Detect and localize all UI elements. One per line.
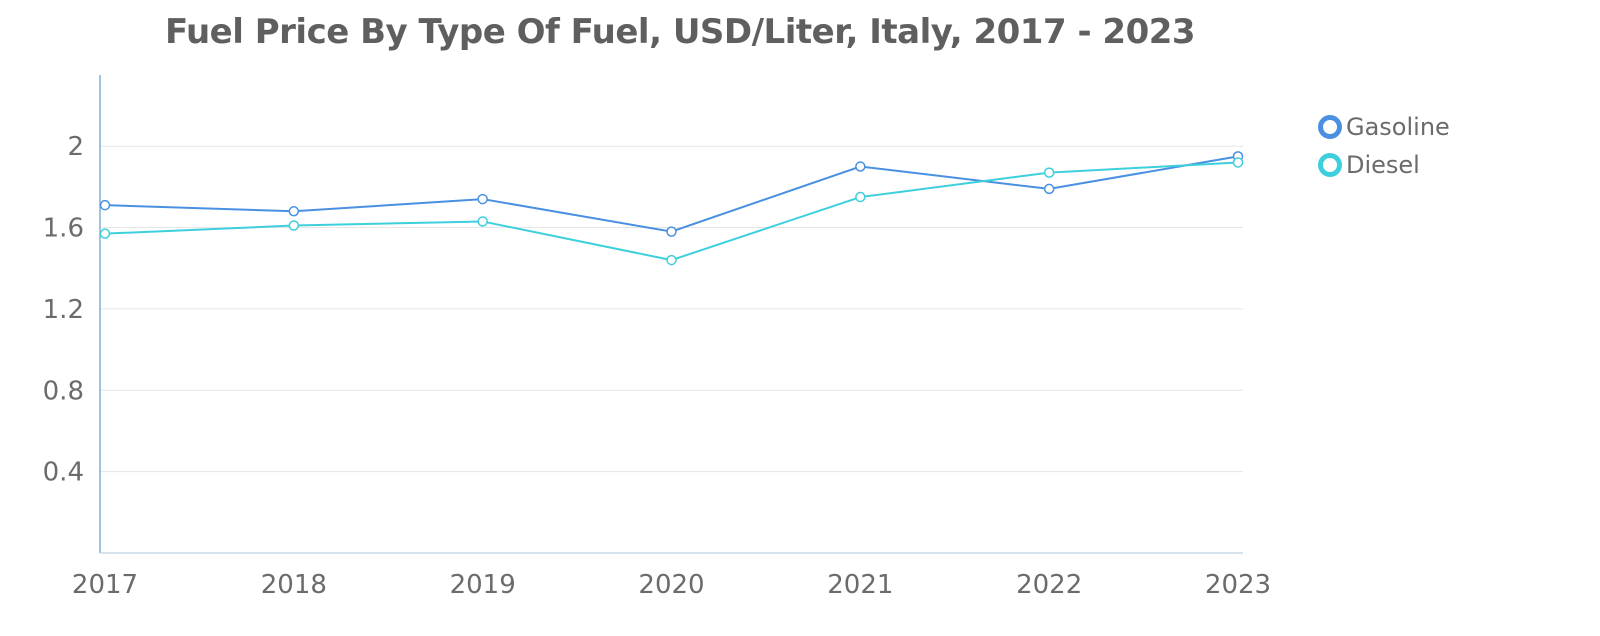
- legend-label: Gasoline: [1346, 113, 1450, 141]
- y-tick-label: 1.6: [43, 214, 84, 244]
- data-point: [477, 216, 488, 227]
- y-tick-label: 1.2: [43, 295, 84, 325]
- chart-title: Fuel Price By Type Of Fuel, USD/Liter, I…: [164, 12, 1196, 52]
- data-point: [1232, 157, 1244, 168]
- legend-label: Diesel: [1346, 151, 1420, 179]
- data-point: [99, 228, 111, 239]
- x-tick-label: 2018: [261, 570, 327, 600]
- x-tick-label: 2019: [450, 570, 516, 600]
- data-point: [288, 220, 300, 231]
- data-point: [666, 254, 677, 266]
- legend-marker-icon: [1318, 153, 1342, 177]
- x-tick-label: 2017: [72, 570, 138, 600]
- legend-item-gasoline[interactable]: Gasoline: [1318, 108, 1450, 146]
- data-point: [288, 206, 300, 217]
- legend-item-diesel[interactable]: Diesel: [1318, 146, 1450, 184]
- y-tick-label: 0.4: [43, 458, 84, 488]
- x-tick-label: 2020: [638, 570, 704, 600]
- legend: Gasoline Diesel: [1318, 108, 1450, 184]
- data-point: [1043, 183, 1055, 195]
- x-tick-label: 2023: [1205, 570, 1271, 600]
- data-point: [855, 191, 866, 203]
- y-tick-label: 2: [67, 132, 84, 162]
- legend-marker-icon: [1318, 115, 1342, 139]
- series-line: [104, 155, 1239, 233]
- data-point: [99, 199, 111, 211]
- data-point: [666, 226, 677, 237]
- data-point: [477, 193, 488, 205]
- y-tick-label: 0.8: [43, 376, 84, 406]
- data-point: [855, 161, 866, 172]
- data-point: [1043, 167, 1055, 178]
- x-tick-label: 2022: [1016, 570, 1082, 600]
- x-tick-label: 2021: [827, 570, 893, 600]
